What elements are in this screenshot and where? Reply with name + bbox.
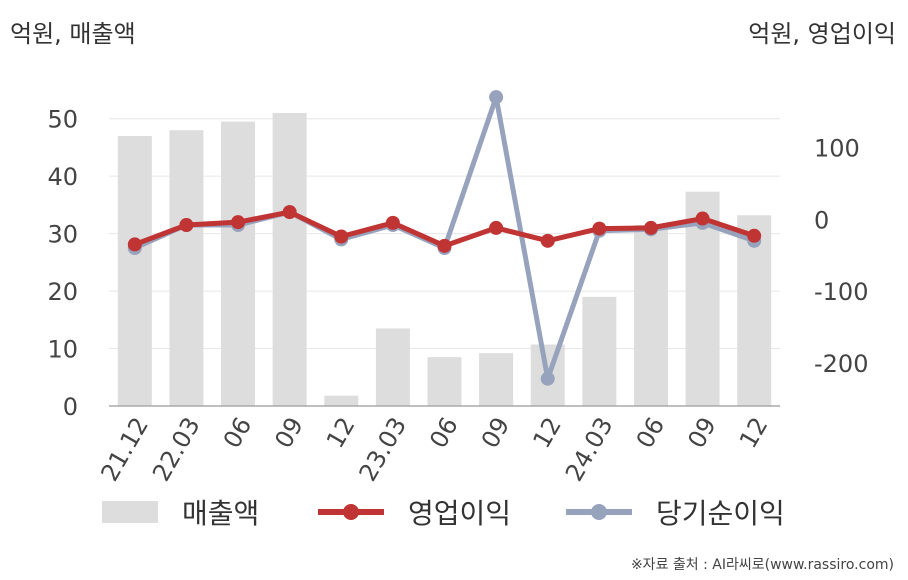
- point-operating-profit: [437, 238, 452, 253]
- bar-revenue: [479, 353, 514, 406]
- bar-revenue: [272, 112, 307, 407]
- legend-swatch-operating-profit: [318, 500, 384, 524]
- point-net-income: [489, 90, 504, 105]
- x-axis-tick-label: 06: [424, 413, 464, 453]
- bar-revenue: [633, 225, 668, 406]
- x-axis-tick-label: 09: [682, 413, 722, 453]
- x-axis-tick-label: 24.03: [560, 413, 619, 487]
- point-operating-profit: [747, 228, 762, 243]
- legend-swatch-revenue: [102, 501, 158, 523]
- bar-revenue: [169, 130, 204, 406]
- bar-revenue: [221, 121, 256, 406]
- right-axis-unit-label: 억원, 영업이익: [748, 20, 896, 48]
- point-operating-profit: [385, 215, 400, 230]
- x-axis-tick-label: 06: [218, 413, 258, 453]
- legend-label-net-income: 당기순이익: [656, 497, 785, 530]
- x-axis-tick-label: 12: [734, 413, 774, 453]
- source-credit: ※자료 출처 : AI라씨로(www.rassiro.com): [630, 557, 894, 573]
- x-axis-tick-label: 06: [631, 413, 671, 453]
- x-axis-tick-label: 21.12: [95, 413, 154, 487]
- point-operating-profit: [540, 233, 555, 248]
- left-axis-tick-label: 0: [63, 393, 78, 421]
- point-operating-profit: [489, 220, 504, 235]
- right-axis-tick-label: 0: [814, 206, 829, 234]
- bar-revenue: [427, 357, 462, 406]
- bar-revenue: [324, 395, 359, 406]
- point-operating-profit: [282, 205, 297, 220]
- left-axis-tick-label: 40: [47, 163, 78, 191]
- bar-revenue: [375, 328, 410, 406]
- point-operating-profit: [695, 211, 710, 226]
- bar-revenue: [117, 135, 152, 407]
- legend-swatch-net-income: [566, 500, 632, 524]
- x-axis-tick-label: 09: [476, 412, 516, 452]
- x-axis-tick-label: 12: [321, 413, 361, 453]
- legend-item-net-income: 당기순이익: [566, 490, 785, 534]
- legend-label-revenue: 매출액: [182, 497, 260, 530]
- legend-label-operating-profit: 영업이익: [408, 497, 512, 530]
- left-axis-tick-label: 50: [47, 106, 78, 134]
- right-axis-tick-label: 100: [814, 134, 860, 162]
- left-axis-tick-label: 30: [47, 221, 78, 249]
- legend-item-revenue: 매출액: [102, 490, 259, 534]
- x-axis-tick-label: 09: [269, 413, 309, 453]
- point-operating-profit: [334, 229, 349, 244]
- bar-revenue: [582, 296, 617, 406]
- point-operating-profit: [643, 220, 658, 235]
- x-axis-tick-label: 12: [527, 413, 567, 453]
- point-net-income: [540, 371, 555, 386]
- x-axis-tick-label: 23.03: [354, 413, 413, 487]
- x-axis-tick-label: 22.03: [147, 413, 206, 487]
- left-axis-tick-label: 20: [47, 278, 78, 306]
- left-axis-tick-label: 10: [47, 336, 78, 364]
- legend-item-operating-profit: 영업이익: [318, 490, 511, 534]
- right-axis-tick-label: -200: [814, 350, 868, 378]
- point-operating-profit: [231, 215, 246, 230]
- point-operating-profit: [592, 221, 607, 236]
- right-axis-tick-label: -100: [814, 278, 868, 306]
- point-operating-profit: [179, 218, 194, 233]
- left-axis-unit-label: 억원, 매출액: [10, 20, 136, 48]
- point-operating-profit: [127, 237, 142, 252]
